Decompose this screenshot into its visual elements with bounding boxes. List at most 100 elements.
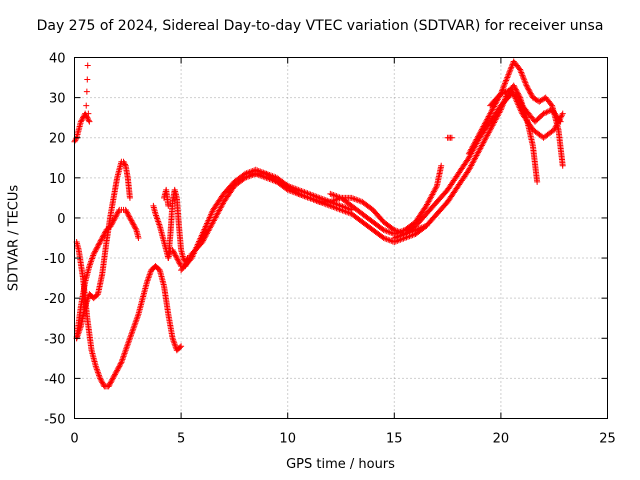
data-point bbox=[527, 89, 534, 96]
data-point bbox=[79, 116, 86, 123]
data-point bbox=[122, 348, 129, 355]
data-point bbox=[171, 339, 178, 346]
data-point bbox=[84, 62, 91, 69]
series-arc-3 bbox=[73, 158, 133, 342]
data-point bbox=[448, 134, 455, 141]
data-point bbox=[125, 338, 132, 345]
data-point bbox=[500, 100, 507, 107]
data-point bbox=[503, 93, 510, 100]
data-point bbox=[510, 82, 517, 89]
data-point bbox=[178, 343, 185, 350]
data-point bbox=[87, 260, 94, 267]
data-point bbox=[106, 382, 113, 389]
data-point bbox=[128, 217, 135, 224]
data-point bbox=[127, 333, 134, 340]
data-point bbox=[124, 209, 131, 216]
data-point bbox=[124, 341, 131, 348]
data-point bbox=[126, 214, 133, 221]
data-point bbox=[130, 324, 137, 331]
series-arc-1-outliers bbox=[83, 62, 92, 117]
data-point bbox=[123, 208, 130, 215]
series-arc-16 bbox=[444, 134, 455, 141]
data-point bbox=[524, 83, 531, 90]
data-point bbox=[111, 372, 118, 379]
data-point bbox=[502, 94, 509, 101]
data-point bbox=[123, 345, 130, 352]
data-point bbox=[544, 108, 551, 115]
data-point bbox=[110, 374, 117, 381]
x-tick-label: 5 bbox=[177, 432, 185, 447]
y-tick-label: 30 bbox=[49, 92, 66, 107]
data-point bbox=[125, 212, 132, 219]
data-point bbox=[122, 347, 129, 354]
data-point bbox=[145, 274, 152, 281]
data-point bbox=[154, 215, 161, 222]
data-point bbox=[134, 312, 141, 319]
data-point bbox=[156, 221, 163, 228]
data-point bbox=[115, 364, 122, 371]
data-point bbox=[99, 380, 106, 387]
data-point bbox=[95, 241, 102, 248]
chart-title: Day 275 of 2024, Sidereal Day-to-day VTE… bbox=[36, 18, 604, 34]
data-point bbox=[499, 102, 506, 109]
data-point bbox=[98, 378, 105, 385]
data-point bbox=[515, 91, 522, 98]
data-point bbox=[518, 70, 525, 77]
data-point bbox=[108, 378, 115, 385]
data-point bbox=[504, 73, 511, 80]
y-tick-label: -40 bbox=[44, 372, 65, 387]
y-tick-label: -30 bbox=[44, 332, 65, 347]
data-point bbox=[77, 118, 84, 125]
data-point bbox=[129, 329, 136, 336]
y-tick-label: -20 bbox=[44, 292, 65, 307]
data-point bbox=[107, 380, 114, 387]
data-point bbox=[121, 160, 128, 167]
data-point bbox=[109, 376, 116, 383]
data-point bbox=[120, 158, 127, 165]
data-point bbox=[117, 360, 124, 367]
data-point bbox=[85, 116, 92, 123]
ticks-layer: 0 5 10 15 20 25 -50 -40 -30 -20 -10 0 10 20 30 40 bbox=[44, 52, 616, 447]
data-point bbox=[113, 212, 120, 219]
data-point bbox=[93, 292, 100, 299]
data-point bbox=[503, 76, 510, 83]
data-point bbox=[124, 210, 131, 217]
data-point bbox=[559, 110, 566, 117]
data-point bbox=[146, 273, 153, 280]
series-arc-8 bbox=[178, 170, 355, 274]
data-point bbox=[153, 212, 160, 219]
y-tick-label: 20 bbox=[49, 132, 66, 147]
data-point bbox=[84, 76, 91, 83]
data-point bbox=[165, 202, 172, 209]
data-point bbox=[503, 77, 510, 84]
data-point bbox=[83, 102, 90, 109]
data-point bbox=[133, 317, 140, 324]
data-point bbox=[107, 379, 114, 386]
data-point bbox=[126, 194, 133, 201]
data-point bbox=[128, 330, 135, 337]
data-point bbox=[131, 222, 138, 229]
data-point bbox=[85, 117, 92, 124]
data-point bbox=[518, 69, 525, 76]
data-point bbox=[519, 72, 526, 79]
data-point bbox=[174, 256, 181, 263]
series-arc-14 bbox=[465, 58, 566, 169]
data-point bbox=[116, 362, 123, 369]
data-point bbox=[177, 344, 184, 351]
data-point bbox=[134, 314, 141, 321]
grid-layer bbox=[74, 57, 608, 419]
data-point bbox=[127, 332, 134, 339]
data-point bbox=[97, 239, 104, 246]
data-point bbox=[126, 335, 133, 342]
y-tick-label: 10 bbox=[49, 172, 66, 187]
data-point bbox=[97, 375, 104, 382]
data-point bbox=[97, 237, 104, 244]
data-point bbox=[94, 243, 101, 250]
data-point bbox=[126, 336, 133, 343]
y-tick-label: 40 bbox=[49, 52, 66, 67]
data-point bbox=[525, 86, 532, 93]
data-point bbox=[155, 219, 162, 226]
data-point bbox=[133, 315, 140, 322]
plot-frame bbox=[74, 57, 608, 419]
